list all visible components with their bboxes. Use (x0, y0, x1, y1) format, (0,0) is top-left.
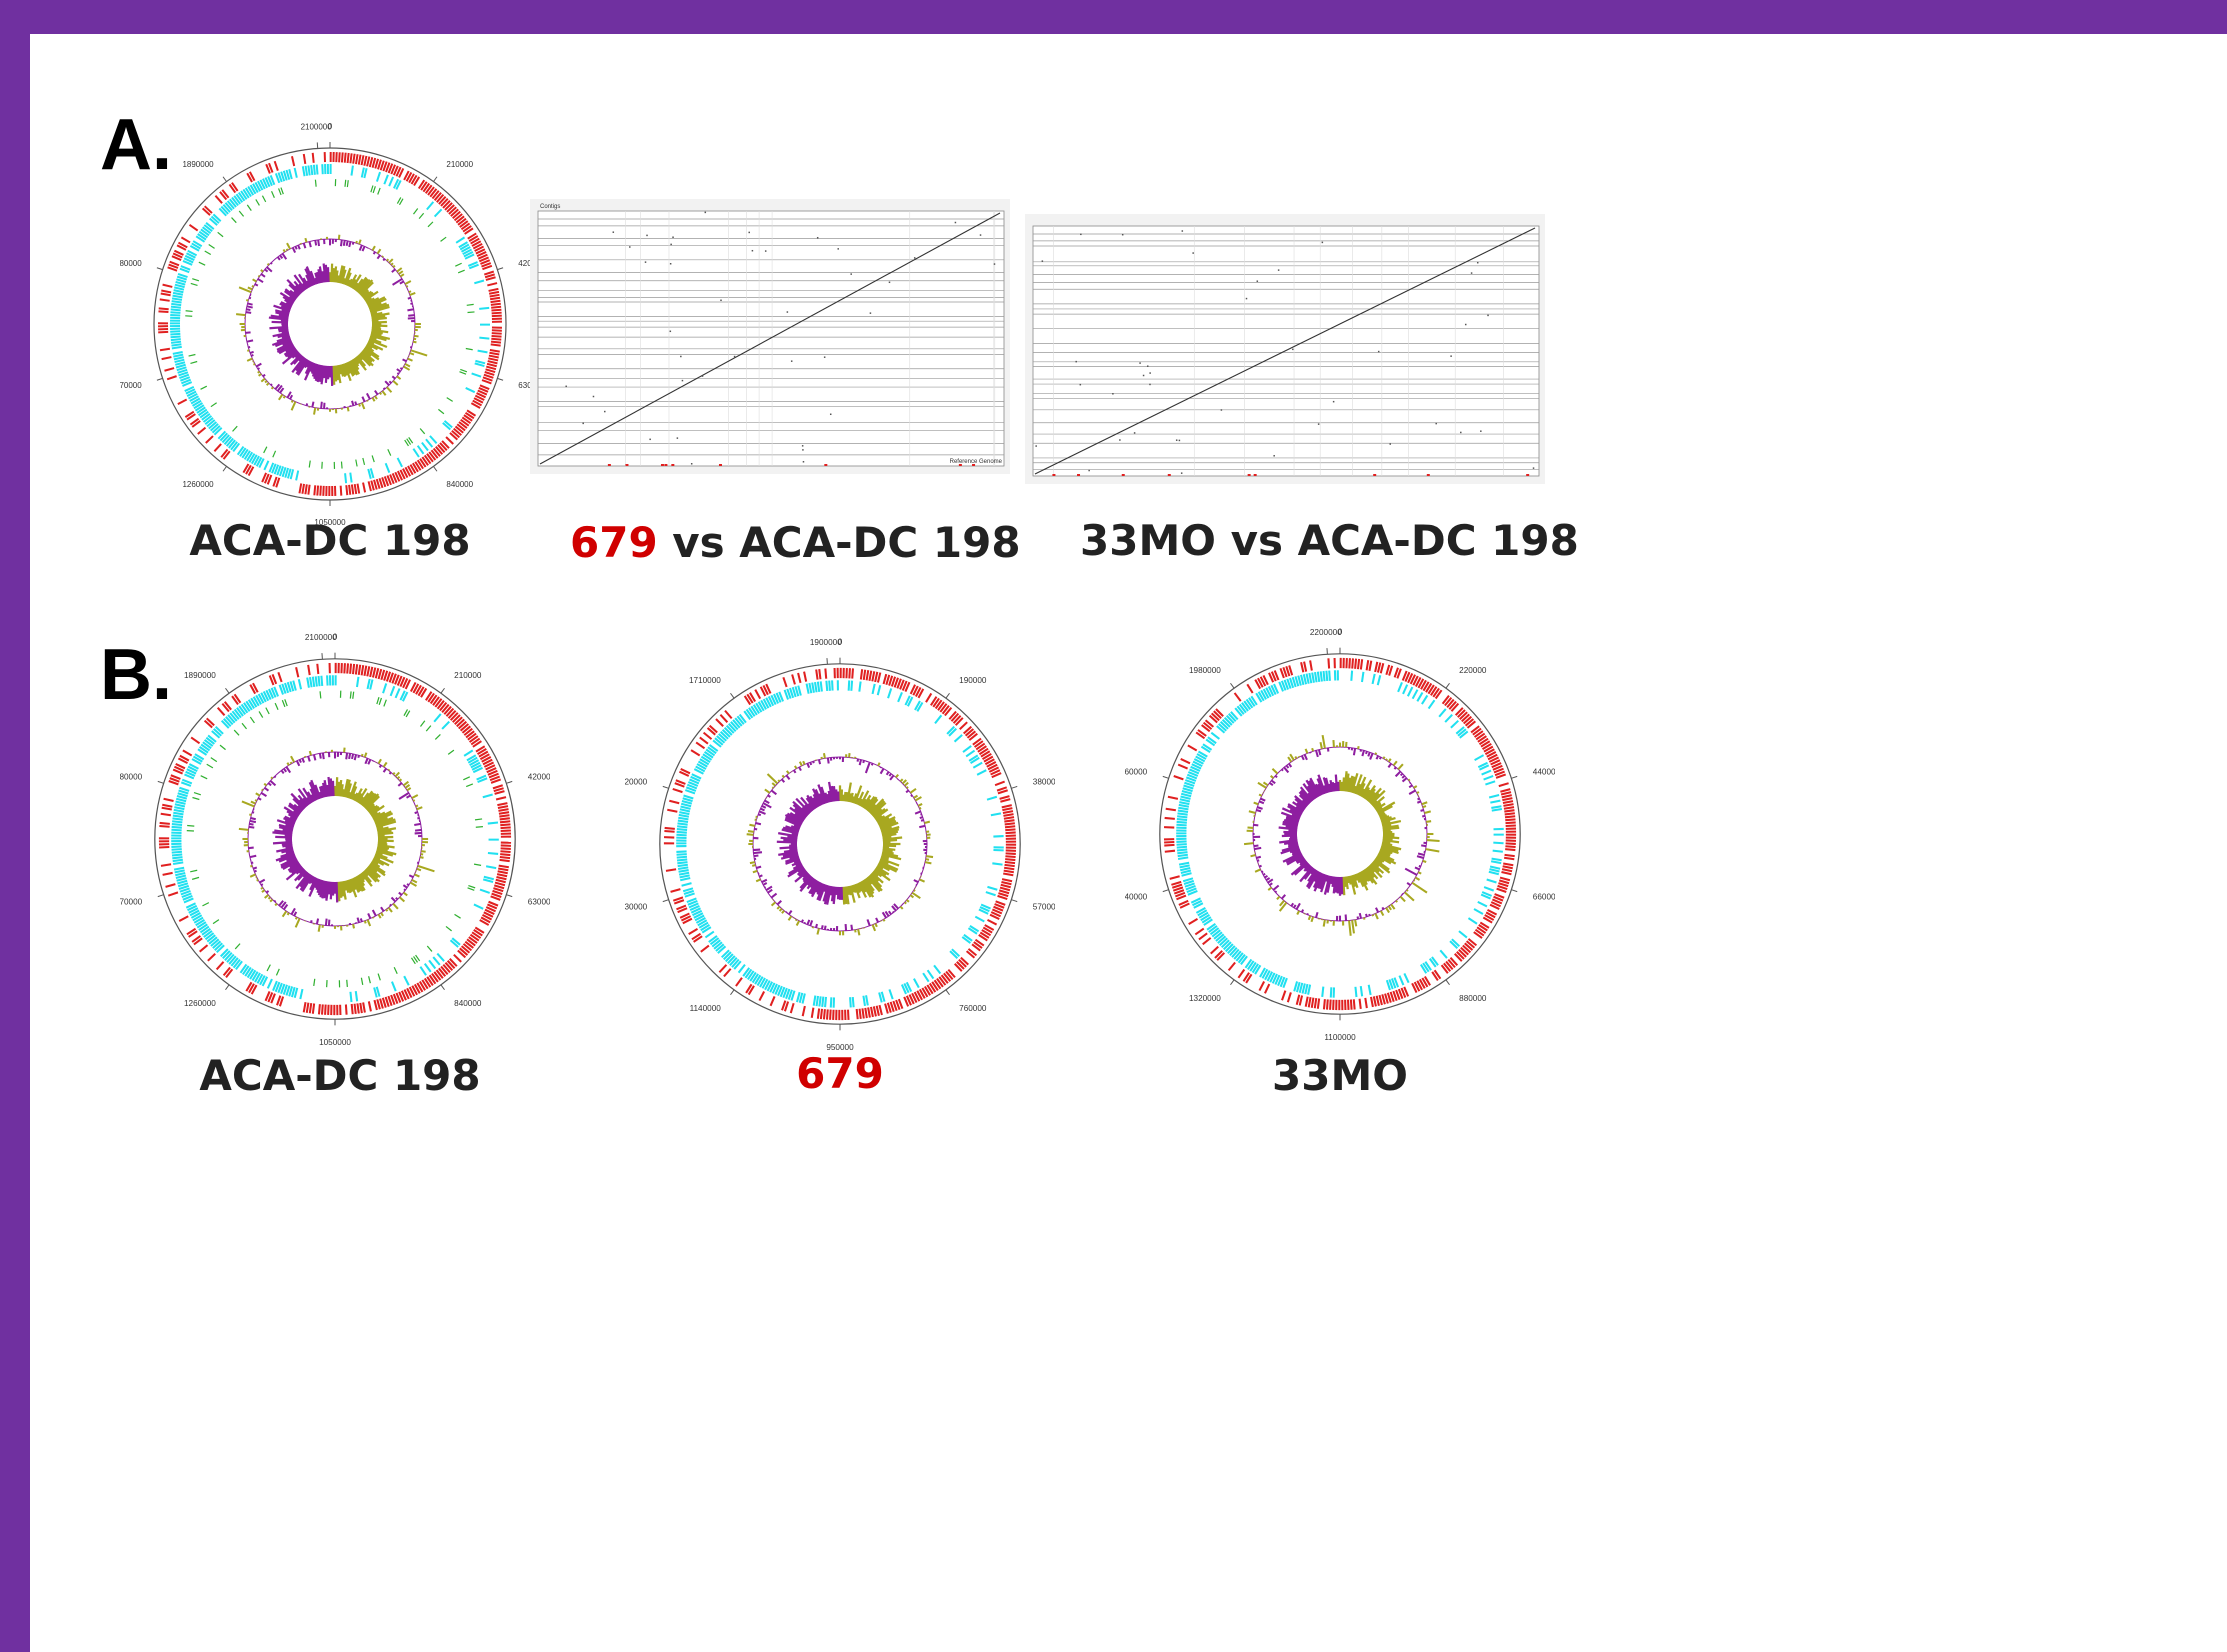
outer-ring (154, 658, 516, 1020)
tick-label: 1520000 (625, 777, 648, 786)
alignment-diagonal (539, 212, 1001, 465)
tick-label: 210000 (446, 160, 473, 169)
tick-label: 1320000 (1189, 994, 1221, 1003)
tick-label: 380000 (1033, 777, 1055, 786)
tick-label: 1760000 (1125, 767, 1148, 776)
caption-b-679: 679 (796, 1049, 884, 1098)
dotplot-679-vs-aca-dc-198: Contigs Reference Genome (530, 199, 1010, 474)
tick-label: 950000 (826, 1043, 854, 1052)
caption-a-33mo-vs-aca: 33MO vs ACA-DC 198 (1080, 516, 1579, 565)
tick-label: 0 (838, 637, 843, 646)
tick-label: 880000 (1459, 994, 1487, 1003)
tick-label: 1890000 (182, 160, 214, 169)
tick-label: 420000 (518, 259, 540, 268)
outer-ring (659, 663, 1021, 1025)
tick-label: 1330000 (625, 903, 648, 912)
tick-label: 1980000 (1189, 666, 1221, 675)
tick-label: 840000 (454, 999, 482, 1008)
tick-label: 1140000 (690, 1004, 722, 1013)
tick-label: 2100000 (305, 633, 337, 642)
dotplot-corner-label: Contigs (540, 204, 560, 210)
tick-label: 440000 (1533, 767, 1555, 776)
tick-label: 1470000 (120, 381, 142, 390)
tick-label: 2200000 (1310, 628, 1342, 637)
tick-label: 1100000 (1324, 1033, 1356, 1042)
figure-panel: A. B. 2100000021000042000063000084000010… (30, 34, 2227, 1652)
tick-label: 1470000 (120, 898, 143, 907)
tick-label: 1540000 (1125, 893, 1148, 902)
alignment-diagonal (1034, 227, 1536, 475)
caption-b-aca-dc-198: ACA-DC 198 (199, 1051, 481, 1100)
tick-label: 1710000 (689, 676, 721, 685)
tick-label: 660000 (1533, 893, 1555, 902)
dotplot-33mo-vs-aca-dc-198 (1025, 214, 1545, 484)
tick-label: 1260000 (182, 480, 214, 489)
tick-label: 1890000 (184, 671, 216, 680)
tick-label: 840000 (446, 480, 473, 489)
tick-label: 630000 (528, 898, 550, 907)
tick-label: 1050000 (319, 1038, 351, 1047)
tick-label: 2100000 (301, 122, 333, 131)
tick-label: 1260000 (184, 999, 216, 1008)
tick-label: 0 (1338, 627, 1343, 636)
caption-a-aca-dc-198: ACA-DC 198 (189, 516, 471, 565)
tick-label: 760000 (959, 1004, 987, 1013)
tick-label: 220000 (1459, 666, 1487, 675)
caption-a-679-vs-aca: 679 vs ACA-DC 198 (570, 518, 1021, 567)
tick-label: 570000 (1033, 903, 1055, 912)
section-label-b: B. (100, 635, 172, 715)
tick-label: 0 (328, 122, 333, 131)
caption-b-33mo: 33MO (1272, 1051, 1408, 1100)
tick-label: 210000 (454, 671, 482, 680)
outer-ring (1159, 653, 1521, 1015)
tick-label: 630000 (518, 381, 540, 390)
outer-ring (153, 147, 507, 501)
dotplot-x-label: Reference Genome (950, 459, 1003, 465)
tick-label: 420000 (528, 772, 550, 781)
tick-label: 1050000 (314, 518, 346, 527)
tick-label: 1680000 (120, 772, 143, 781)
tick-label: 1680000 (120, 259, 142, 268)
tick-label: 1900000 (810, 638, 842, 647)
section-label-a: A. (100, 105, 172, 185)
tick-label: 0 (333, 632, 338, 641)
tick-label: 190000 (959, 676, 987, 685)
